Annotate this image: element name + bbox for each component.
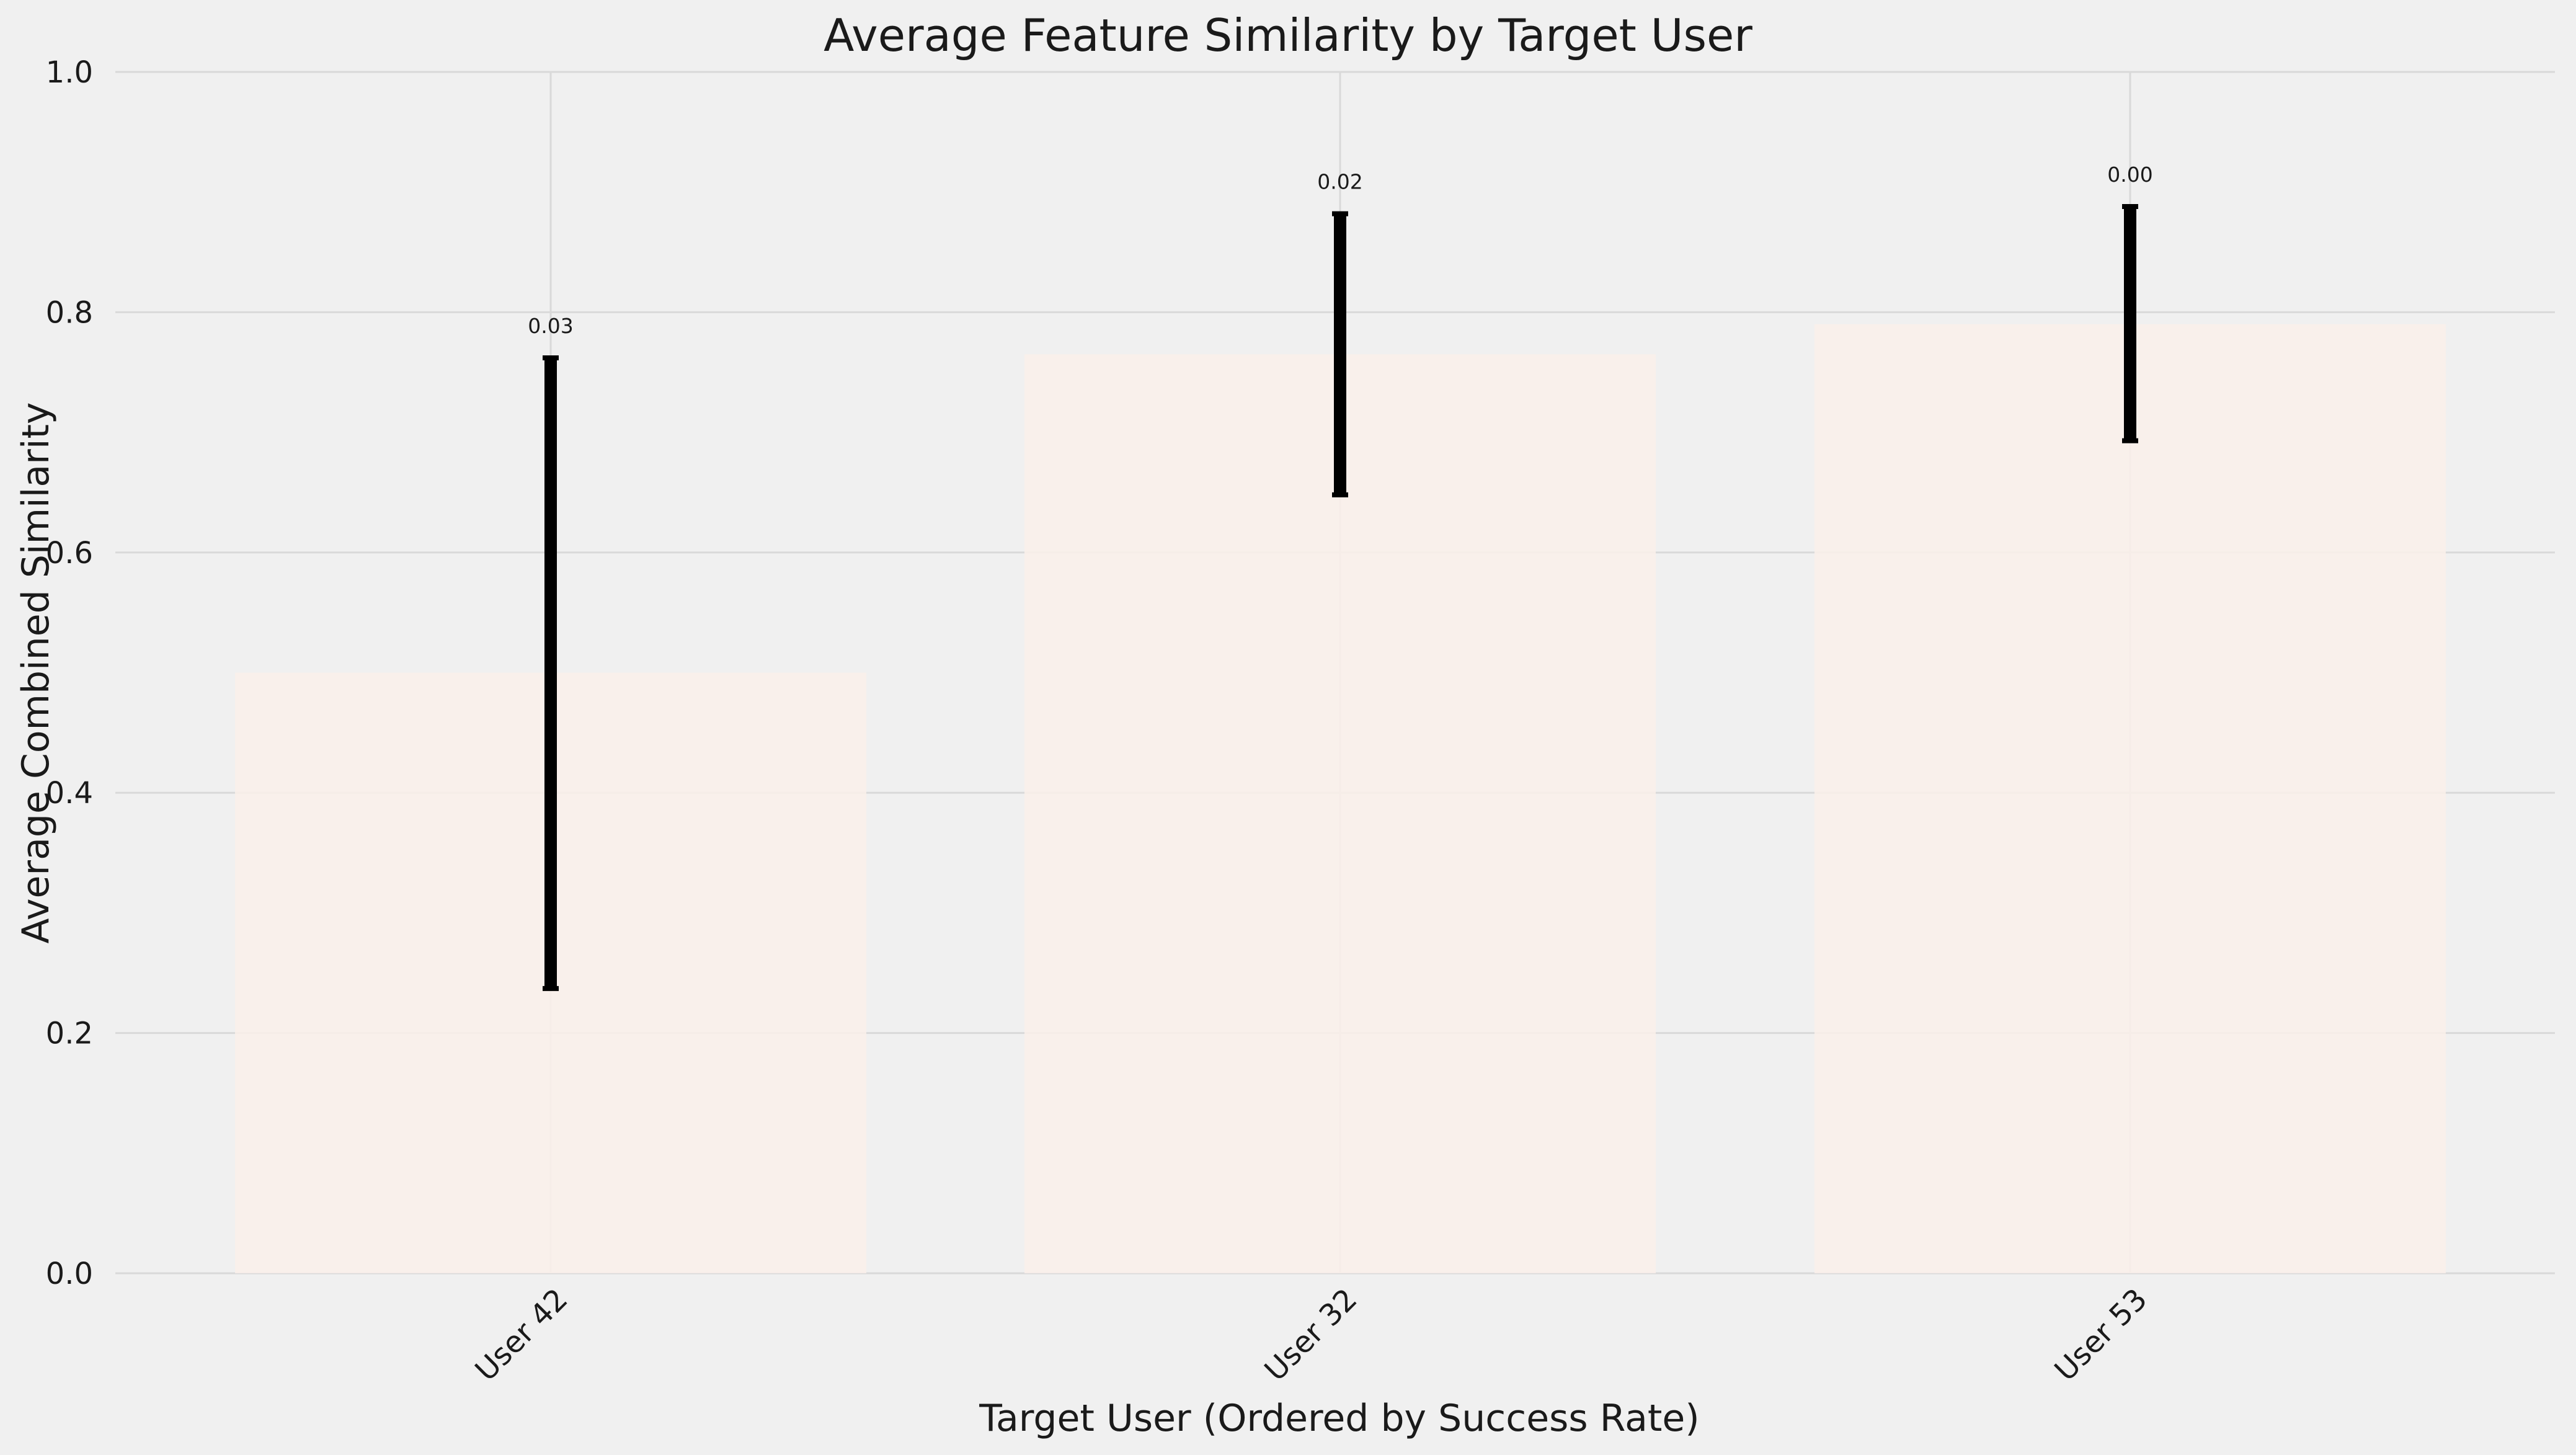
y-axis-label: Average Combined Similarity <box>14 402 58 943</box>
data-label: 0.03 <box>528 314 573 338</box>
y-tick-label: 0.8 <box>46 295 93 330</box>
chart-title: Average Feature Similarity by Target Use… <box>824 9 1752 61</box>
x-tick-label: User 53 <box>2048 1282 2154 1388</box>
x-axis-ticks: User 42 User 32 User 53 <box>469 1282 2154 1388</box>
bar <box>1024 354 1656 1273</box>
x-tick-label: User 32 <box>1258 1282 1364 1388</box>
bar <box>1814 324 2446 1273</box>
data-labels: 0.03 0.02 0.00 <box>528 162 2152 338</box>
y-tick-label: 0.0 <box>46 1257 93 1291</box>
y-axis-ticks: 0.0 0.2 0.4 0.6 0.8 1.0 <box>46 55 93 1291</box>
y-tick-label: 0.4 <box>46 776 93 811</box>
y-tick-label: 1.0 <box>46 55 93 90</box>
data-label: 0.02 <box>1317 170 1362 194</box>
x-tick-label: User 42 <box>469 1282 575 1388</box>
x-axis-label: Target User (Ordered by Success Rate) <box>979 1397 1699 1440</box>
y-tick-label: 0.6 <box>46 536 93 571</box>
error-bars <box>543 203 2138 991</box>
y-tick-label: 0.2 <box>46 1017 93 1051</box>
data-label: 0.00 <box>2107 162 2152 187</box>
